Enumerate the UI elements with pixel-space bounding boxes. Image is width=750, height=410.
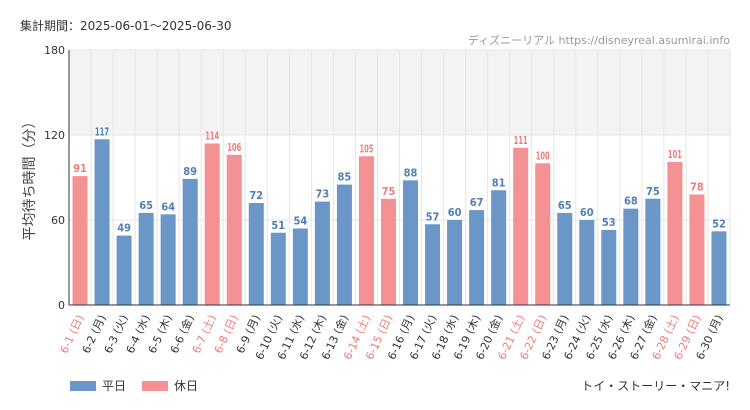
bar-12 xyxy=(314,201,330,305)
bar-7 xyxy=(204,143,220,305)
bar-9 xyxy=(248,203,264,305)
bar-11 xyxy=(292,228,308,305)
bar-27 xyxy=(645,198,661,305)
data-label: 57 xyxy=(426,210,440,223)
bar-30 xyxy=(711,231,727,305)
legend-swatch-weekday xyxy=(70,380,96,391)
bar-18 xyxy=(447,220,463,305)
data-label: 114 xyxy=(205,130,219,143)
bar-29 xyxy=(689,194,705,305)
data-label: 60 xyxy=(580,206,594,219)
y-tick-label: 120 xyxy=(44,129,65,142)
data-label: 68 xyxy=(624,195,638,208)
bar-5 xyxy=(160,214,176,305)
bar-20 xyxy=(491,190,507,305)
bar-17 xyxy=(425,224,441,305)
data-label: 75 xyxy=(646,185,660,198)
data-label: 64 xyxy=(161,200,175,213)
legend-item-weekday[interactable]: 平日 xyxy=(70,377,126,394)
bar-1 xyxy=(72,176,88,305)
data-label: 49 xyxy=(117,222,131,235)
bar-10 xyxy=(270,232,286,305)
y-tick-label: 60 xyxy=(51,214,65,227)
bar-8 xyxy=(226,154,242,305)
bar-4 xyxy=(138,212,154,305)
data-label: 105 xyxy=(359,142,373,155)
source-label: ディズニーリアル https://disneyreal.asumirai.inf… xyxy=(467,34,730,47)
data-label: 89 xyxy=(183,165,197,178)
legend-label-holiday: 休日 xyxy=(174,379,199,393)
data-label: 78 xyxy=(690,181,704,194)
bar-19 xyxy=(469,210,485,305)
y-axis-title: 平均待ち時間（分） xyxy=(22,115,38,241)
data-label: 88 xyxy=(404,166,418,179)
bar-14 xyxy=(358,156,374,305)
data-label: 73 xyxy=(315,188,329,201)
attraction-title: トイ・ストーリー・マニア! xyxy=(581,379,730,393)
data-label: 111 xyxy=(514,134,528,147)
y-tick-label: 0 xyxy=(58,299,65,312)
legend-item-holiday[interactable]: 休日 xyxy=(142,377,198,394)
legend-label-weekday: 平日 xyxy=(102,379,127,393)
data-label: 81 xyxy=(492,176,506,189)
data-label: 75 xyxy=(382,185,396,198)
data-label: 51 xyxy=(271,219,285,232)
data-label: 117 xyxy=(95,125,109,138)
data-label: 67 xyxy=(470,196,484,209)
data-label: 106 xyxy=(227,141,241,154)
bar-25 xyxy=(601,229,617,305)
data-label: 91 xyxy=(73,162,87,175)
data-label: 101 xyxy=(668,148,682,161)
data-label: 60 xyxy=(448,206,462,219)
bar-13 xyxy=(336,184,352,305)
data-label: 100 xyxy=(536,149,550,162)
bar-3 xyxy=(116,235,132,305)
y-tick-label: 180 xyxy=(44,44,65,57)
bar-22 xyxy=(535,163,551,305)
data-label: 52 xyxy=(712,217,726,230)
legend: 平日 休日 xyxy=(70,377,198,394)
bar-26 xyxy=(623,208,639,305)
data-label: 65 xyxy=(139,199,153,212)
data-label: 65 xyxy=(558,199,572,212)
bar-6 xyxy=(182,178,198,305)
legend-swatch-holiday xyxy=(142,380,169,391)
data-label: 53 xyxy=(602,216,616,229)
data-label: 85 xyxy=(338,171,352,184)
bar-28 xyxy=(667,161,683,305)
bar-16 xyxy=(403,180,419,305)
bar-15 xyxy=(380,198,396,305)
bar-24 xyxy=(579,220,595,305)
data-label: 72 xyxy=(249,189,263,202)
bar-21 xyxy=(513,147,529,305)
period-label: 集計期間：2025-06-01～2025-06-30 xyxy=(20,19,232,33)
data-label: 54 xyxy=(293,215,307,228)
bar-23 xyxy=(557,212,573,305)
bar-2 xyxy=(94,139,110,305)
